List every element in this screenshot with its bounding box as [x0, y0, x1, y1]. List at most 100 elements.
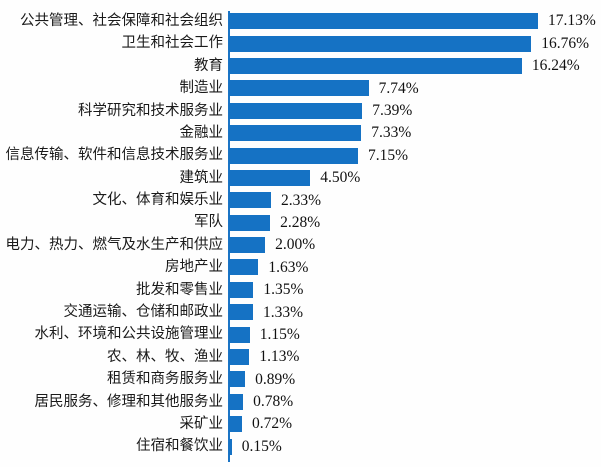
bar [229, 125, 362, 142]
axis-line [228, 11, 230, 462]
value-label: 7.15% [368, 146, 409, 164]
value-label: 0.15% [241, 437, 282, 455]
value-label: 1.15% [259, 325, 300, 343]
bar-track: 2.00% [229, 234, 601, 256]
bar-row: 交通运输、仓储和邮政业 1.33% [0, 301, 601, 323]
category-label: 制造业 [179, 80, 224, 97]
value-label: 16.24% [531, 57, 580, 75]
value-label: 1.13% [259, 348, 300, 366]
value-label: 7.39% [372, 102, 413, 119]
bar [229, 102, 363, 119]
bar [229, 80, 369, 97]
bar-track: 7.74% [229, 77, 601, 99]
bar-row: 制造业 7.74% [0, 77, 601, 99]
bar-row: 卫生和社会工作 16.76% [0, 32, 601, 54]
category-label: 批发和零售业 [136, 281, 223, 298]
category-label: 信息传输、软件和信息技术服务业 [5, 147, 224, 164]
bar-track: 16.24% [229, 55, 601, 77]
bar [229, 169, 311, 186]
category-label: 教育 [194, 57, 223, 74]
value-label: 4.50% [320, 169, 361, 187]
bar-track: 2.28% [229, 212, 601, 234]
value-label: 2.00% [275, 236, 316, 254]
value-label: 7.74% [378, 79, 419, 97]
bar-track: 7.15% [229, 144, 601, 166]
value-label: 2.28% [280, 213, 321, 231]
bar-track: 0.72% [229, 413, 601, 435]
bar-track: 1.35% [229, 279, 601, 301]
bar-track: 7.39% [229, 100, 601, 122]
bar [229, 147, 358, 164]
bar-track: 1.33% [229, 301, 601, 323]
category-label: 金融业 [179, 124, 224, 141]
bar-track: 2.33% [229, 189, 601, 211]
bar-row: 居民服务、修理和其他服务业 0.78% [0, 391, 601, 413]
bar [229, 35, 532, 52]
category-label: 电力、热力、燃气及水生产和供应 [5, 236, 224, 253]
category-label: 水利、环境和公共设施管理业 [34, 326, 224, 343]
bar-row: 建筑业 4.50% [0, 167, 601, 189]
bar [229, 57, 522, 74]
value-label: 2.33% [281, 191, 322, 209]
bar [229, 304, 253, 321]
category-label: 军队 [194, 214, 223, 231]
bar-track: 0.78% [229, 391, 601, 413]
bar [229, 371, 246, 388]
bar-row: 农、林、牧、渔业 1.13% [0, 346, 601, 368]
bar-track: 7.33% [229, 122, 601, 144]
category-label: 科学研究和技术服务业 [78, 102, 223, 119]
bar-row: 教育 16.24% [0, 55, 601, 77]
bar-row: 电力、热力、燃气及水生产和供应 2.00% [0, 234, 601, 256]
value-label: 7.33% [371, 124, 412, 142]
bar [229, 237, 266, 254]
value-label: 0.78% [253, 393, 294, 411]
bar [229, 214, 271, 231]
value-label: 0.72% [252, 415, 293, 433]
bar-row: 公共管理、社会保障和社会组织 17.13% [0, 10, 601, 32]
value-label: 1.33% [263, 303, 304, 321]
bar-track: 4.50% [229, 167, 601, 189]
bar-row: 租赁和商务服务业 0.89% [0, 368, 601, 390]
bar-row: 采矿业 0.72% [0, 413, 601, 435]
category-label: 采矿业 [179, 415, 224, 432]
bar-row: 水利、环境和公共设施管理业 1.15% [0, 323, 601, 345]
bar-track: 0.89% [229, 368, 601, 390]
category-label: 建筑业 [179, 169, 224, 186]
category-label: 租赁和商务服务业 [107, 371, 223, 388]
bar-track: 1.15% [229, 323, 601, 345]
value-label: 0.89% [255, 370, 296, 388]
bar-track: 17.13% [229, 10, 601, 32]
bar-track: 0.15% [229, 435, 601, 457]
bar-row: 住宿和餐饮业 0.15% [0, 435, 601, 457]
value-label: 16.76% [541, 34, 590, 52]
category-label: 房地产业 [165, 259, 223, 276]
bar-row: 文化、体育和娱乐业 2.33% [0, 189, 601, 211]
bar [229, 281, 254, 298]
category-label: 卫生和社会工作 [121, 35, 224, 52]
bar [229, 192, 271, 209]
category-label: 公共管理、社会保障和社会组织 [20, 12, 223, 29]
bar-track: 16.76% [229, 32, 601, 54]
bar [229, 438, 232, 455]
bar [229, 13, 538, 30]
value-label: 1.35% [263, 281, 304, 299]
bar-row: 批发和零售业 1.35% [0, 279, 601, 301]
category-label: 住宿和餐饮业 [136, 438, 223, 455]
bar-row: 房地产业 1.63% [0, 256, 601, 278]
bar [229, 393, 244, 410]
category-label: 文化、体育和娱乐业 [92, 192, 224, 209]
value-label: 1.63% [268, 258, 309, 276]
bar [229, 259, 259, 276]
bar-row: 军队 2.28% [0, 212, 601, 234]
bar [229, 326, 250, 343]
bar-track: 1.13% [229, 346, 601, 368]
bar [229, 416, 242, 433]
category-label: 农、林、牧、渔业 [107, 348, 223, 365]
bar-row: 科学研究和技术服务业 7.39% [0, 100, 601, 122]
bar-row: 信息传输、软件和信息技术服务业 7.15% [0, 144, 601, 166]
category-label: 交通运输、仓储和邮政业 [63, 304, 224, 321]
bar-row: 金融业 7.33% [0, 122, 601, 144]
category-label: 居民服务、修理和其他服务业 [34, 393, 224, 410]
